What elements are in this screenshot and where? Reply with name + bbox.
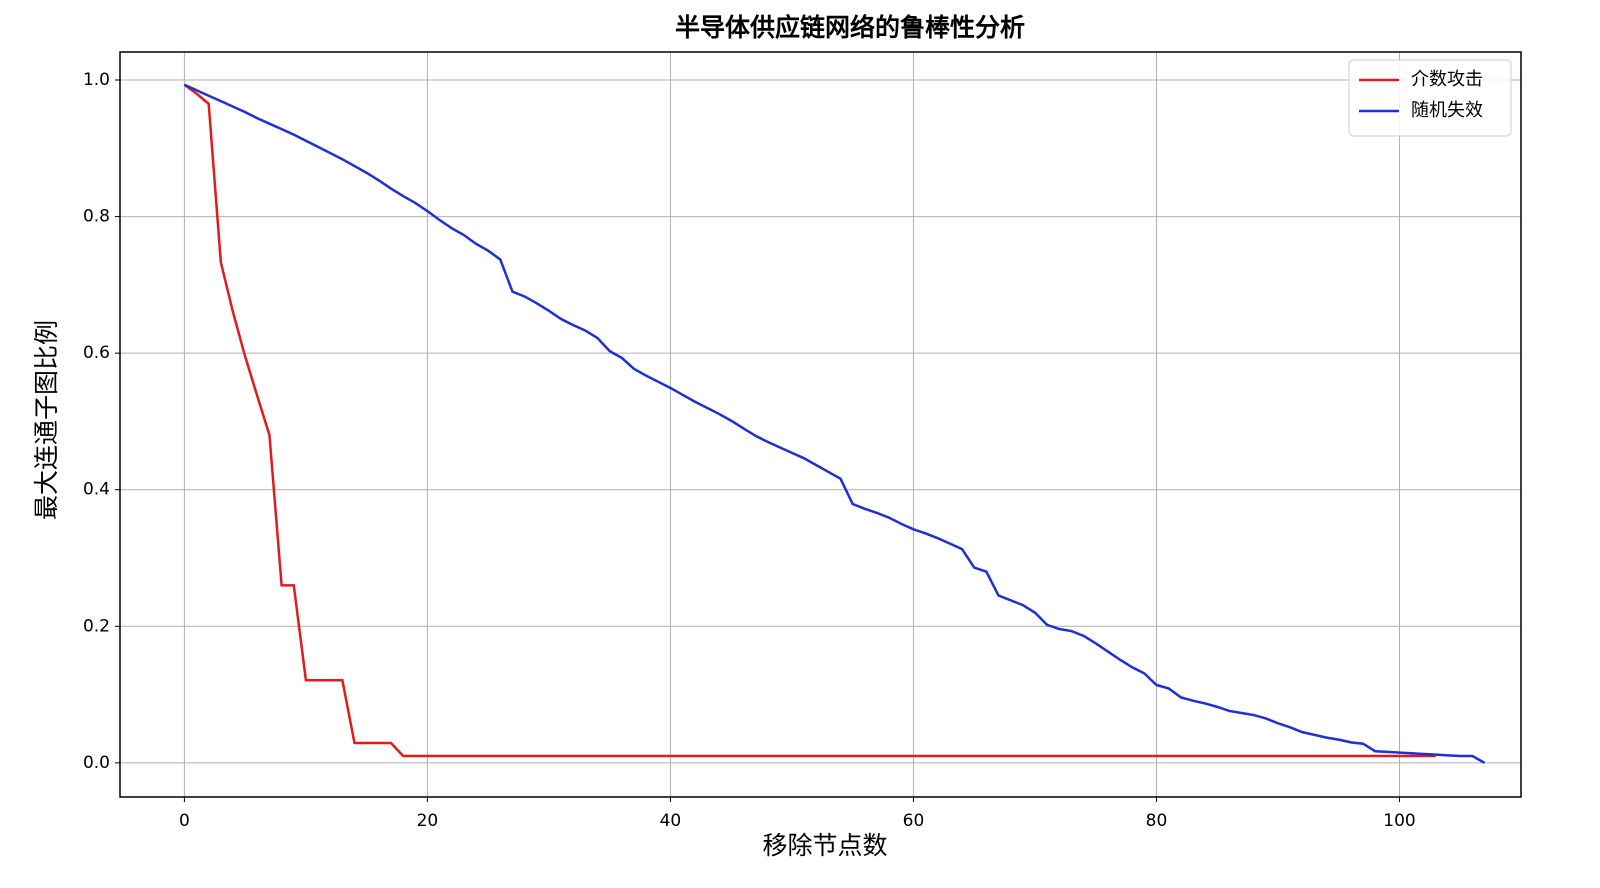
y-tick-label: 1.0 bbox=[83, 70, 110, 90]
y-tick-label: 0.8 bbox=[83, 207, 110, 227]
y-tick-label: 0.4 bbox=[83, 480, 110, 500]
y-tick-label: 0.0 bbox=[83, 753, 110, 773]
y-axis-label: 最大连通子图比例 bbox=[32, 320, 61, 520]
x-tick-label: 0 bbox=[179, 811, 190, 831]
y-tick-label: 0.6 bbox=[83, 343, 110, 363]
legend-label: 随机失效 bbox=[1411, 100, 1483, 121]
x-axis-label: 移除节点数 bbox=[762, 831, 887, 860]
chart-title: 半导体供应链网络的鲁棒性分析 bbox=[675, 13, 1025, 42]
line-series bbox=[183, 83, 1436, 758]
y-tick-label: 0.2 bbox=[83, 616, 110, 636]
x-tick-label: 40 bbox=[660, 811, 682, 831]
x-tick-label: 20 bbox=[417, 811, 439, 831]
legend-label: 介数攻击 bbox=[1411, 69, 1483, 90]
x-tick-label: 80 bbox=[1146, 811, 1168, 831]
line-series bbox=[183, 83, 1486, 764]
x-tick-label: 60 bbox=[903, 811, 925, 831]
x-tick-label: 100 bbox=[1383, 811, 1415, 831]
plot-frame bbox=[119, 51, 1522, 798]
